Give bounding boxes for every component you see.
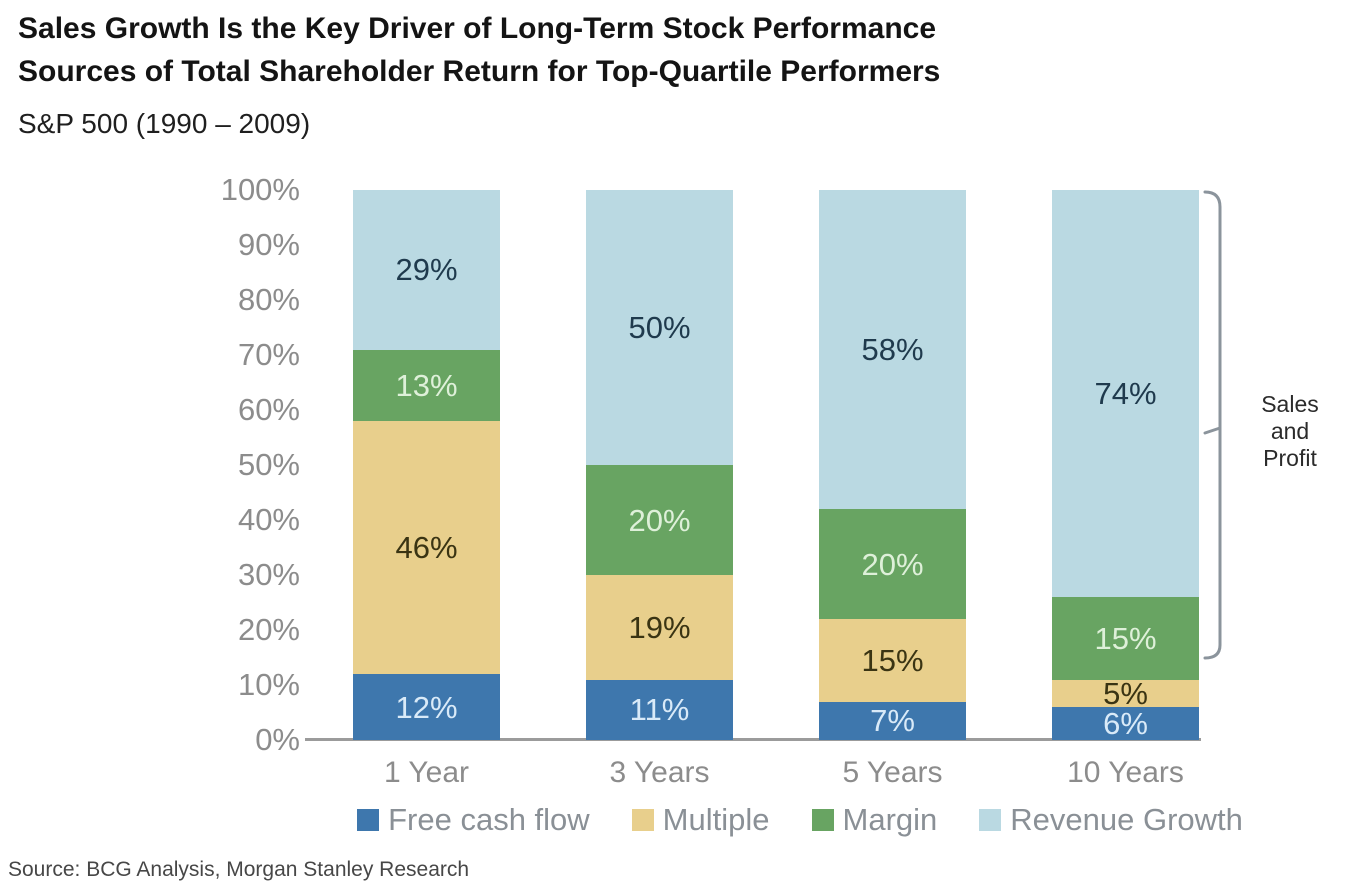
category-label: 5 Years: [842, 756, 943, 789]
segment-value-label: 58%: [861, 332, 924, 367]
segment-value-label: 74%: [1094, 376, 1157, 411]
segment-value-label: 50%: [628, 310, 691, 345]
bar-segment-revenue-growth: 74%: [1052, 190, 1199, 597]
bar-segment-revenue-growth: 58%: [819, 190, 966, 509]
segment-value-label: 5%: [1103, 675, 1148, 711]
y-tick-label: 40%: [237, 502, 300, 537]
y-tick-label: 50%: [237, 447, 300, 482]
bar-segment-free-cash-flow: 7%: [819, 701, 966, 740]
y-tick-label: 80%: [237, 282, 300, 317]
bar-segment-multiple: 5%: [1052, 675, 1199, 711]
legend-label: Free cash flow: [388, 802, 590, 837]
segment-value-label: 13%: [395, 367, 458, 403]
y-tick-label: 100%: [220, 172, 300, 207]
bar-segment-margin: 15%: [1052, 597, 1199, 680]
bar-segment-revenue-growth: 50%: [586, 190, 733, 465]
legend-label: Multiple: [662, 802, 770, 837]
bar-segment-free-cash-flow: 6%: [1052, 707, 1199, 740]
chart-subtitle: S&P 500 (1990 – 2009): [18, 108, 311, 139]
y-tick-label: 10%: [237, 667, 300, 702]
page-title-line1: Sales Growth Is the Key Driver of Long-T…: [18, 12, 937, 45]
bar-segment-margin: 13%: [353, 349, 500, 421]
legend-item-margin: Margin: [811, 802, 938, 838]
sales-profit-bracket: [1203, 190, 1222, 660]
y-tick-label: 30%: [237, 557, 300, 592]
segment-value-label: 19%: [628, 609, 691, 645]
y-tick-label: 90%: [237, 227, 300, 262]
legend-label: Revenue Growth: [1010, 802, 1243, 837]
segment-value-label: 15%: [1094, 620, 1157, 656]
bar-segment-free-cash-flow: 11%: [586, 679, 733, 740]
bar-segment-margin: 20%: [586, 465, 733, 575]
legend-label: Margin: [842, 802, 938, 837]
bar-segment-multiple: 15%: [819, 619, 966, 702]
bar-segment-revenue-growth: 29%: [353, 190, 500, 350]
bar-segment-free-cash-flow: 12%: [353, 674, 500, 740]
segment-value-label: 29%: [395, 252, 458, 288]
legend-swatch-icon: [631, 809, 654, 831]
segment-value-label: 20%: [628, 502, 691, 538]
segment-value-label: 20%: [861, 546, 924, 582]
chart-legend: Free cash flow Multiple Margin Revenue Grow…: [260, 802, 1340, 838]
legend-swatch-icon: [979, 809, 1002, 831]
segment-value-label: 6%: [1103, 706, 1148, 741]
y-tick-label: 0%: [255, 722, 300, 757]
y-tick-label: 60%: [237, 392, 300, 427]
bar-segment-multiple: 46%: [353, 421, 500, 674]
legend-item-multiple: Multiple: [631, 802, 770, 838]
segment-value-label: 15%: [861, 642, 924, 678]
legend-swatch-icon: [811, 809, 834, 831]
legend-item-revenue-growth: Revenue Growth: [979, 802, 1243, 838]
segment-value-label: 7%: [870, 703, 915, 739]
y-tick-label: 70%: [237, 337, 300, 372]
page-title-line2: Sources of Total Shareholder Return for …: [18, 55, 941, 88]
y-tick-label: 20%: [237, 612, 300, 647]
category-label: 3 Years: [609, 756, 710, 789]
category-label: 10 Years: [1067, 756, 1184, 789]
sales-profit-annotation: Sales and Profit: [1261, 391, 1319, 471]
segment-value-label: 12%: [395, 689, 458, 725]
bar-segment-multiple: 19%: [586, 575, 733, 680]
source-note: Source: BCG Analysis, Morgan Stanley Res…: [8, 858, 470, 881]
segment-value-label: 46%: [395, 530, 458, 565]
legend-swatch-icon: [357, 809, 380, 831]
segment-value-label: 11%: [629, 692, 690, 728]
x-axis-baseline: [305, 738, 1201, 741]
category-label: 1 Year: [383, 756, 470, 789]
bar-segment-margin: 20%: [819, 509, 966, 619]
legend-item-free-cash-flow: Free cash flow: [357, 802, 590, 838]
